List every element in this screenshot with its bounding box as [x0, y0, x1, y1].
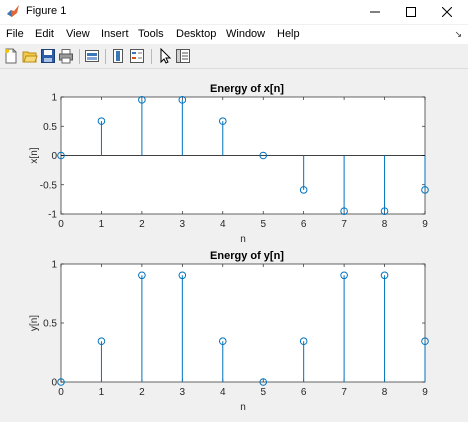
link-plot-icon[interactable] — [84, 48, 100, 64]
menu-desktop[interactable]: Desktop — [176, 28, 216, 40]
y-axis-label: x[n] — [29, 147, 40, 163]
legend-icon[interactable] — [129, 48, 145, 64]
print-icon[interactable] — [58, 48, 74, 64]
x-tick-label: 3 — [180, 219, 186, 230]
figure-plots: 0 1 2 3 4 5 6 7 8 9 -1 -0.5 0 0.5 1 Energy of x[n] n x[n]… — [0, 69, 468, 422]
x-tick-label: 2 — [139, 387, 145, 398]
x-tick-label: 6 — [301, 219, 307, 230]
axes-title: Energy of y[n] — [210, 250, 284, 262]
x-tick-label: 8 — [382, 219, 388, 230]
x-tick-label: 6 — [301, 387, 307, 398]
x-tick-label: 1 — [99, 219, 105, 230]
window-title: Figure 1 — [26, 5, 66, 17]
x-tick-label: 5 — [260, 387, 266, 398]
close-button[interactable] — [430, 0, 464, 24]
y-tick-label: 0 — [51, 151, 57, 162]
x-tick-label: 9 — [422, 387, 428, 398]
x-tick-label: 0 — [58, 219, 64, 230]
menu-edit[interactable]: Edit — [35, 28, 54, 40]
minimize-icon — [370, 7, 380, 17]
x-tick-label: 2 — [139, 219, 145, 230]
menu-bar: File Edit View Insert Tools Desktop Wind… — [0, 25, 468, 44]
y-tick-label: 0.5 — [43, 319, 57, 330]
colorbar-icon[interactable] — [110, 48, 126, 64]
x-tick-label: 9 — [422, 219, 428, 230]
save-icon[interactable] — [40, 48, 56, 64]
y-tick-label: -0.5 — [40, 180, 58, 191]
axes-title: Energy of x[n] — [210, 83, 284, 95]
x-axis-label: n — [240, 234, 246, 245]
menu-view[interactable]: View — [66, 28, 90, 40]
x-tick-label: 4 — [220, 219, 226, 230]
minimize-button[interactable] — [358, 0, 392, 24]
menu-help[interactable]: Help — [277, 28, 300, 40]
x-tick-label: 3 — [180, 387, 186, 398]
x-axis-label: n — [240, 402, 246, 413]
edit-plot-icon[interactable] — [157, 48, 173, 64]
x-tick-label: 4 — [220, 387, 226, 398]
y-tick-label: -1 — [48, 210, 57, 221]
maximize-button[interactable] — [394, 0, 428, 24]
toolbar-separator — [79, 49, 80, 64]
new-figure-icon[interactable] — [3, 48, 19, 64]
x-tick-label: 7 — [341, 387, 347, 398]
y-tick-label: 1 — [51, 260, 57, 271]
figure-canvas: 0 1 2 3 4 5 6 7 8 9 -1 -0.5 0 0.5 1 Energy of x[n] n x[n]… — [0, 69, 468, 422]
figure-toolbar — [0, 44, 468, 69]
title-bar: Figure 1 — [0, 0, 468, 24]
menu-window[interactable]: Window — [226, 28, 265, 40]
y-tick-label: 0 — [51, 378, 57, 389]
x-tick-label: 5 — [260, 219, 266, 230]
x-tick-label: 7 — [341, 219, 347, 230]
y-tick-label: 0.5 — [43, 122, 57, 133]
menu-insert[interactable]: Insert — [101, 28, 129, 40]
maximize-icon — [406, 7, 416, 17]
x-tick-label: 1 — [99, 387, 105, 398]
y-axis-label: y[n] — [29, 315, 40, 331]
matlab-icon — [6, 4, 20, 18]
open-file-icon[interactable] — [22, 48, 38, 64]
y-tick-label: 1 — [51, 93, 57, 104]
close-icon — [442, 7, 452, 17]
x-tick-label: 8 — [382, 387, 388, 398]
toolbar-separator — [105, 49, 106, 64]
menu-overflow-icon[interactable]: ↘ — [454, 29, 462, 40]
x-tick-label: 0 — [58, 387, 64, 398]
menu-file[interactable]: File — [6, 28, 24, 40]
axes-y[interactable] — [61, 264, 425, 382]
property-inspector-icon[interactable] — [175, 48, 191, 64]
menu-tools[interactable]: Tools — [138, 28, 164, 40]
toolbar-separator — [151, 49, 152, 64]
